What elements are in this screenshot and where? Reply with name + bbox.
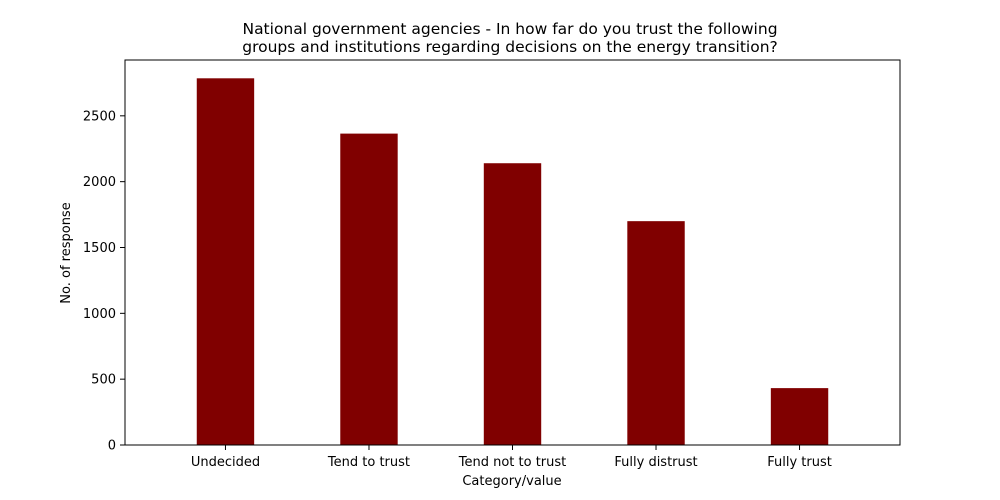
chart-title: National government agencies - In how fa… xyxy=(242,20,778,56)
y-tick-label: 2500 xyxy=(83,109,116,124)
y-tick-label: 1500 xyxy=(83,241,116,256)
x-tick-label: Tend to trust xyxy=(327,455,410,470)
bars-group xyxy=(196,78,829,445)
x-tick-label: Undecided xyxy=(191,455,260,470)
bar-tend-to-trust xyxy=(340,133,398,445)
chart-title-line-1: National government agencies - In how fa… xyxy=(242,20,777,38)
y-tick-label: 1000 xyxy=(83,307,116,322)
bar-tend-not-to-trust xyxy=(483,163,542,445)
y-tick-label: 500 xyxy=(91,373,116,388)
bar-fully-distrust xyxy=(627,221,685,445)
bar-undecided xyxy=(196,78,255,445)
x-axis-ticks: Undecided Tend to trust Tend not to trust F… xyxy=(191,445,832,470)
x-tick-label: Fully distrust xyxy=(614,455,697,470)
y-tick-label: 0 xyxy=(108,439,116,454)
x-tick-label: Tend not to trust xyxy=(458,455,567,470)
x-tick-label: Fully trust xyxy=(767,455,832,470)
chart-title-line-2: groups and institutions regarding decisi… xyxy=(242,38,778,56)
bar-fully-trust xyxy=(770,388,829,445)
y-tick-label: 2000 xyxy=(83,175,116,190)
plot-frame xyxy=(124,59,901,446)
y-axis-label: No. of response xyxy=(59,202,74,303)
x-axis-label: Category/value xyxy=(462,474,561,489)
y-axis-ticks: 0 500 1000 1500 2000 2500 xyxy=(83,109,125,454)
